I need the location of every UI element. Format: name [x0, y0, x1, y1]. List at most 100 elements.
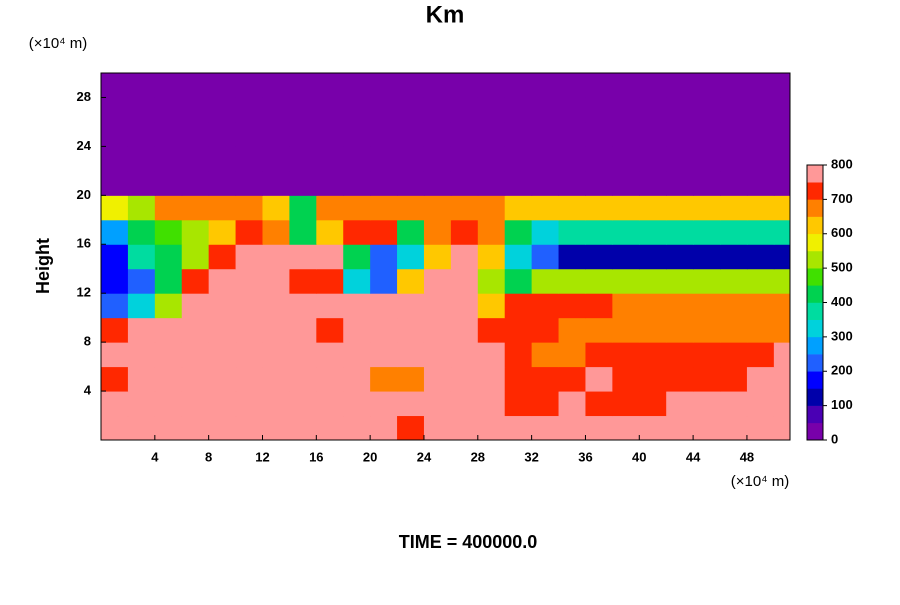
heatmap-cell	[720, 244, 748, 270]
heatmap-cell	[423, 146, 452, 172]
x-tick-label: 48	[740, 449, 754, 464]
heatmap-cell	[235, 73, 263, 98]
heatmap-cell	[316, 244, 344, 270]
heatmap-cell	[504, 244, 533, 270]
heatmap-cell	[289, 97, 317, 123]
heatmap-cell	[666, 146, 694, 172]
heatmap-cell	[154, 391, 183, 417]
heatmap-cell	[101, 195, 129, 221]
heatmap-cell	[773, 268, 791, 294]
heatmap-cell	[585, 415, 613, 441]
heatmap-cell	[558, 97, 586, 123]
heatmap-cell	[101, 317, 129, 343]
heatmap-cell	[477, 195, 506, 221]
heatmap-cell	[127, 268, 156, 294]
heatmap-cell	[397, 97, 425, 123]
heatmap-cell	[262, 317, 290, 343]
heatmap-cell	[208, 170, 237, 196]
heatmap-cell	[397, 244, 425, 270]
heatmap-cell	[154, 73, 183, 98]
heatmap-cell	[208, 293, 237, 319]
heatmap-cell	[343, 195, 371, 221]
heatmap-cell	[235, 219, 263, 245]
heatmap-cell	[558, 121, 586, 147]
heatmap-cell	[101, 97, 129, 123]
heatmap-cell	[154, 366, 183, 392]
heatmap-cell	[316, 219, 344, 245]
heatmap-cell	[450, 121, 479, 147]
heatmap-cell	[504, 415, 533, 441]
heatmap-cell	[127, 73, 156, 98]
heatmap-cell	[316, 366, 344, 392]
heatmap-cell	[262, 170, 290, 196]
heatmap-cell	[154, 97, 183, 123]
heatmap-cell	[316, 268, 344, 294]
heatmap-cell	[477, 219, 506, 245]
heatmap-cell	[773, 97, 791, 123]
heatmap-cell	[585, 244, 613, 270]
heatmap-cell	[585, 146, 613, 172]
heatmap-cell	[773, 73, 791, 98]
heatmap-cell	[423, 391, 452, 417]
heatmap-cell	[504, 121, 533, 147]
heatmap-cell	[154, 121, 183, 147]
heatmap-cell	[693, 219, 721, 245]
heatmap-cell	[397, 415, 425, 441]
heatmap-cell	[289, 317, 317, 343]
heatmap-cell	[773, 195, 791, 221]
heatmap-cell	[450, 146, 479, 172]
heatmap-cell	[693, 415, 721, 441]
heatmap-cell	[450, 219, 479, 245]
heatmap-cell	[773, 366, 791, 392]
heatmap-cell	[370, 170, 398, 196]
heatmap-cell	[343, 121, 371, 147]
heatmap-cell	[504, 219, 533, 245]
heatmap-cell	[235, 293, 263, 319]
heatmap-cell	[639, 244, 667, 270]
heatmap-cell	[746, 73, 775, 98]
heatmap-cell	[262, 219, 290, 245]
heatmap-cell	[235, 415, 263, 441]
heatmap-cell	[208, 146, 237, 172]
heatmap-cell	[154, 268, 183, 294]
heatmap-cell	[504, 293, 533, 319]
heatmap-cell	[639, 219, 667, 245]
heatmap-cell	[720, 366, 748, 392]
heatmap-cell	[585, 121, 613, 147]
heatmap-cell	[639, 195, 667, 221]
heatmap-cell	[423, 244, 452, 270]
heatmap-cell	[477, 244, 506, 270]
heatmap-cell	[343, 244, 371, 270]
heatmap-cell	[370, 268, 398, 294]
heatmap-cell	[720, 415, 748, 441]
y-tick-label: 4	[84, 383, 92, 398]
heatmap-cell	[531, 73, 560, 98]
heatmap-cell	[450, 415, 479, 441]
heatmap-cell	[531, 219, 560, 245]
heatmap-cell	[666, 219, 694, 245]
heatmap-cell	[666, 244, 694, 270]
heatmap-cell	[666, 73, 694, 98]
x-tick-label: 28	[471, 449, 485, 464]
heatmap-cell	[477, 97, 506, 123]
colorbar-band	[807, 199, 823, 217]
heatmap-cell	[101, 73, 129, 98]
heatmap-cell	[612, 219, 640, 245]
heatmap-cell	[720, 317, 748, 343]
heatmap-cell	[397, 121, 425, 147]
heatmap-cell	[531, 97, 560, 123]
heatmap-cell	[397, 317, 425, 343]
heatmap-cell	[720, 391, 748, 417]
heatmap-cell	[612, 244, 640, 270]
heatmap-cell	[423, 268, 452, 294]
x-tick-label: 32	[524, 449, 538, 464]
x-unit: (×10⁴ m)	[731, 473, 790, 490]
heatmap-cell	[289, 342, 317, 368]
heatmap-cell	[693, 73, 721, 98]
heatmap-cell	[101, 268, 129, 294]
heatmap-cell	[154, 293, 183, 319]
heatmap-cell	[343, 317, 371, 343]
heatmap-cell	[504, 73, 533, 98]
heatmap-cell	[720, 219, 748, 245]
x-tick-label: 36	[578, 449, 592, 464]
